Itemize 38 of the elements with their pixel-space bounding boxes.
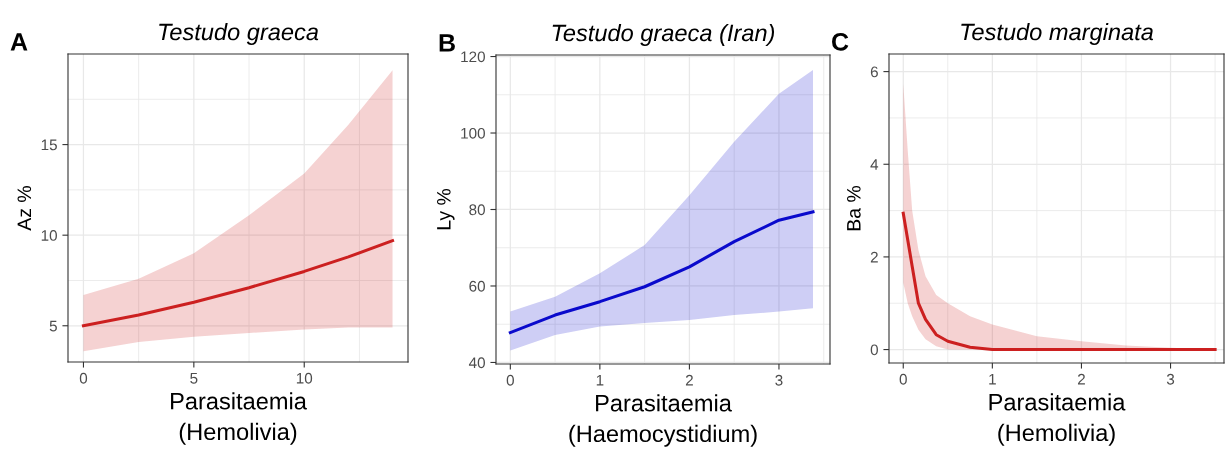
y-tick-label: 40 bbox=[468, 357, 485, 369]
line-series bbox=[81, 239, 395, 328]
line-series bbox=[901, 211, 1217, 352]
x-tick-label: 0 bbox=[506, 374, 514, 386]
y-tick-label: 10 bbox=[41, 230, 57, 241]
x-axis-title: Parasitaemia (Hemolivia) bbox=[171, 392, 307, 445]
x-tick-label: 1 bbox=[989, 373, 996, 385]
y-tick-label: 80 bbox=[469, 204, 485, 216]
y-axis-title: Ba % bbox=[847, 185, 861, 231]
y-axis-title: Az % bbox=[17, 186, 32, 231]
y-tick-label: 6 bbox=[870, 66, 878, 78]
x-tick-label: 2 bbox=[685, 374, 693, 386]
x-tick-label: 10 bbox=[296, 372, 313, 384]
y-tick-label: 120 bbox=[461, 51, 485, 63]
x-tick-label: 0 bbox=[79, 372, 88, 384]
line-series bbox=[508, 210, 815, 335]
x-tick-label: 3 bbox=[1166, 373, 1175, 385]
x-axis-title: Parasitaemia (Hemolivia) bbox=[989, 393, 1126, 446]
x-tick-label: 1 bbox=[596, 374, 604, 386]
chart-title: Testudo marginata bbox=[961, 23, 1154, 46]
y-axis-title: Ly % bbox=[437, 188, 455, 230]
chart-title: Testudo graeca (Iran) bbox=[552, 24, 775, 47]
x-tick-label: 0 bbox=[899, 373, 907, 385]
chart-title: Testudo graeca bbox=[159, 23, 319, 46]
y-tick-label: 4 bbox=[870, 159, 879, 170]
x-tick-label: 3 bbox=[775, 374, 783, 386]
y-tick-label: 100 bbox=[461, 127, 485, 139]
text: A bbox=[10, 33, 28, 51]
y-tick-label: 0 bbox=[870, 344, 878, 356]
y-tick-label: 15 bbox=[41, 139, 57, 151]
y-tick-label: 2 bbox=[870, 251, 878, 263]
x-tick-label: 2 bbox=[1077, 373, 1085, 385]
x-tick-label: 5 bbox=[190, 372, 198, 384]
x-axis-title: Parasitaemia (Haemocystidium) bbox=[569, 394, 757, 447]
y-tick-label: 5 bbox=[49, 320, 57, 332]
text: B bbox=[439, 34, 455, 52]
y-tick-label: 60 bbox=[469, 280, 485, 292]
text: C bbox=[832, 33, 849, 51]
